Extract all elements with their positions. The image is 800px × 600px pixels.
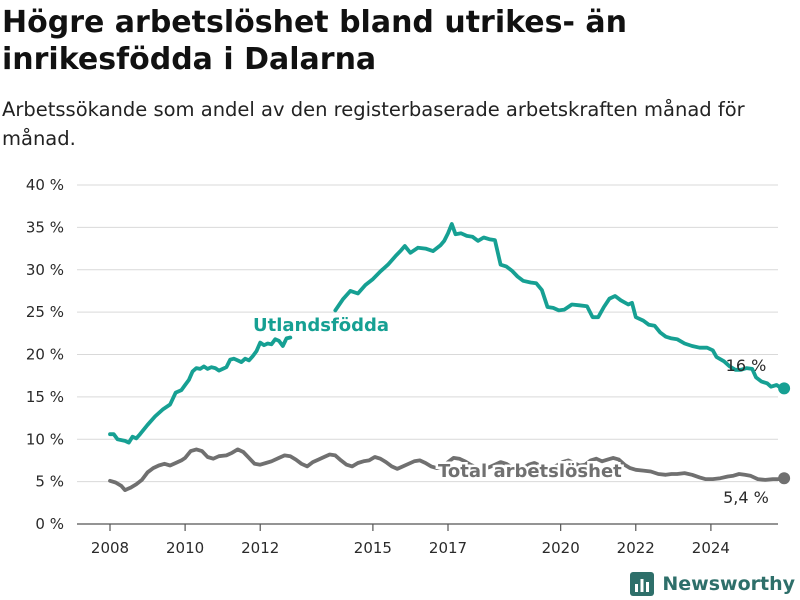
x-tick-label: 2024 bbox=[692, 539, 730, 557]
x-tick-label: 2012 bbox=[241, 539, 279, 557]
y-tick-label: 10 % bbox=[26, 430, 64, 448]
bar-chart-logo-icon bbox=[630, 572, 655, 596]
series-label-utlandsfodda: Utlandsfödda bbox=[253, 315, 389, 336]
series-lines bbox=[108, 222, 786, 492]
brand-logo[interactable]: Newsworthy bbox=[630, 572, 795, 596]
chart-subtitle: Arbetssökande som andel av den registerb… bbox=[2, 98, 745, 150]
series-line-total bbox=[108, 447, 786, 492]
y-tick-label: 15 % bbox=[26, 388, 64, 406]
end-label-utlandsfodda: 16 % bbox=[726, 356, 767, 375]
y-tick-label: 25 % bbox=[26, 303, 64, 321]
brand-name: Newsworthy bbox=[662, 573, 795, 595]
x-tick-label: 2022 bbox=[617, 539, 655, 557]
x-axis: 2008 2010 2012 2015 2017 2020 2022 2024 bbox=[91, 524, 730, 557]
y-tick-label: 40 % bbox=[26, 176, 64, 194]
y-tick-label: 0 % bbox=[35, 515, 64, 533]
x-tick-label: 2020 bbox=[542, 539, 580, 557]
end-point-utlandsfodda bbox=[778, 382, 791, 395]
series-line-utlandsfodda bbox=[333, 222, 786, 391]
y-tick-label: 5 % bbox=[35, 473, 64, 491]
series-line-utlandsfodda bbox=[108, 335, 293, 445]
series-labels: Utlandsfödda Total arbetslöshet 16 % 5,4 % bbox=[251, 313, 791, 507]
chart-title: Högre arbetslöshet bland utrikes- än inr… bbox=[2, 5, 627, 77]
x-tick-label: 2008 bbox=[91, 539, 129, 557]
end-point-total bbox=[778, 472, 791, 485]
series-label-total: Total arbetslöshet bbox=[438, 461, 622, 482]
x-tick-label: 2017 bbox=[429, 539, 467, 557]
y-tick-label: 35 % bbox=[26, 218, 64, 236]
y-tick-label: 30 % bbox=[26, 261, 64, 279]
x-tick-label: 2015 bbox=[354, 539, 392, 557]
y-axis-ticks: 0 % 5 % 10 % 15 % 20 % 25 % 30 % 35 % 40 % bbox=[26, 176, 64, 533]
y-tick-label: 20 % bbox=[26, 346, 64, 364]
end-label-total: 5,4 % bbox=[723, 488, 769, 507]
x-tick-label: 2010 bbox=[166, 539, 204, 557]
gridlines bbox=[77, 184, 778, 525]
